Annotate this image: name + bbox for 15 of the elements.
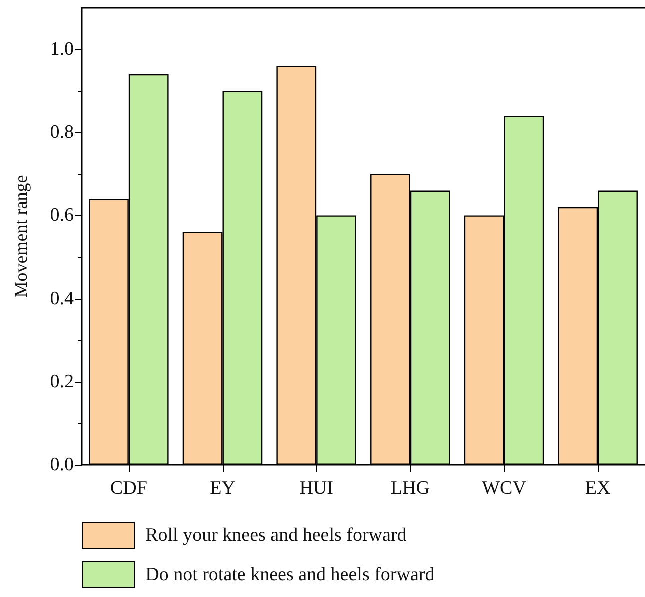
x-tick-label: EX [585, 478, 612, 499]
y-tick-label: 0.0 [50, 454, 74, 476]
legend-label: Do not rotate knees and heels forward [146, 564, 436, 586]
x-tick-label: LHG [390, 478, 430, 499]
x-tick-label: WCV [482, 478, 527, 499]
y-tick-label: 0.6 [50, 205, 74, 226]
x-tick-label: HUI [300, 478, 334, 499]
y-tick-label: 0.8 [50, 122, 74, 144]
x-tick-label: CDF [110, 478, 148, 499]
y-axis-title: Movement range [11, 175, 31, 298]
y-tick-label: 0.2 [50, 371, 74, 392]
legend-label: Roll your knees and heels forward [146, 525, 408, 546]
y-tick-label: 1.0 [50, 39, 74, 60]
y-tick-label: 0.4 [50, 288, 74, 310]
x-tick-label: EY [210, 478, 236, 499]
